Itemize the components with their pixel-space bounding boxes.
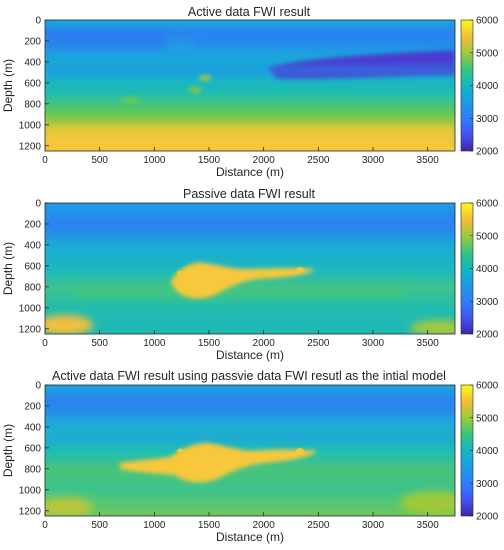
y-tick-label: 1000 <box>19 120 42 131</box>
y-tick-label: 1000 <box>19 485 42 496</box>
x-tick-label: 2500 <box>307 155 330 166</box>
colorbar-tick-label: 5000 <box>476 48 499 59</box>
small-anomaly <box>177 448 183 454</box>
colorbar-tick-label: 6000 <box>476 381 499 392</box>
small-anomaly <box>120 97 140 103</box>
x-tick-label: 3000 <box>362 155 385 166</box>
x-tick-label: 1000 <box>143 338 166 349</box>
small-anomaly <box>296 448 304 454</box>
y-tick-label: 800 <box>24 464 41 475</box>
y-tick-label: 200 <box>24 36 41 47</box>
x-tick-label: 3500 <box>417 338 440 349</box>
velocity-image <box>44 384 456 517</box>
colorbar-tick-label: 5000 <box>476 413 499 424</box>
colorbar-tick-label: 2000 <box>476 147 499 158</box>
upper-blue-band <box>45 397 455 415</box>
x-tick-label: 0 <box>42 520 48 531</box>
panel-passive-fwi: Passive data FWI result 0 500 1000 1500 2000… <box>1 187 499 362</box>
colorbar-tick-label: 2000 <box>476 330 499 341</box>
panel-active-fwi: Active data FWI result 0 500 1000 1500 2000 2… <box>1 5 499 179</box>
high-velocity-base <box>45 126 455 151</box>
panel-combined-fwi: Active data FWI result using passvie dat… <box>1 369 499 544</box>
x-tick-label: 1000 <box>143 155 166 166</box>
x-tick-label: 3000 <box>362 338 385 349</box>
small-anomaly <box>188 87 202 93</box>
y-tick-label: 1200 <box>19 324 42 335</box>
x-axis-label: Distance (m) <box>216 165 284 179</box>
x-tick-label: 2500 <box>307 520 330 531</box>
x-tick-label: 500 <box>91 520 108 531</box>
y-tick-label: 600 <box>24 78 41 89</box>
x-tick-label: 3500 <box>417 155 440 166</box>
y-tick-label: 800 <box>24 99 41 110</box>
x-tick-label: 500 <box>91 155 108 166</box>
x-tick-label: 2500 <box>307 338 330 349</box>
colorbar-tick-label: 3000 <box>476 479 499 490</box>
small-anomaly <box>45 315 93 334</box>
colorbar-tick-label: 6000 <box>476 16 499 27</box>
upper-blue-band <box>45 217 455 237</box>
colorbar-tick-label: 3000 <box>476 114 499 125</box>
x-tick-label: 3500 <box>417 520 440 531</box>
y-tick-label: 1200 <box>19 141 42 152</box>
small-anomaly <box>199 75 211 81</box>
small-anomaly <box>400 491 455 515</box>
y-axis-label: Depth (m) <box>1 424 15 477</box>
y-tick-label: 400 <box>24 240 41 251</box>
y-tick-label: 600 <box>24 443 41 454</box>
y-tick-label: 800 <box>24 282 41 293</box>
colorbar-tick-label: 5000 <box>476 231 499 242</box>
colorbar-tick-label: 6000 <box>476 199 499 210</box>
green-band <box>45 465 455 479</box>
velocity-image <box>44 202 456 335</box>
y-tick-label: 200 <box>24 219 41 230</box>
panel-title: Passive data FWI result <box>183 187 316 201</box>
colorbar-tick-label: 2000 <box>476 512 499 523</box>
y-tick-label: 0 <box>35 199 41 210</box>
small-anomaly <box>45 497 93 516</box>
x-tick-label: 500 <box>91 338 108 349</box>
y-axis-label: Depth (m) <box>1 59 15 112</box>
panel-title: Active data FWI result <box>188 5 311 19</box>
colorbar-tick-label: 3000 <box>476 297 499 308</box>
x-tick-label: 1500 <box>198 338 221 349</box>
colorbar-tick-label: 4000 <box>476 81 499 92</box>
y-tick-label: 0 <box>35 16 41 27</box>
y-tick-label: 400 <box>24 57 41 68</box>
x-tick-label: 1500 <box>198 520 221 531</box>
x-tick-label: 0 <box>42 338 48 349</box>
x-tick-label: 1000 <box>143 520 166 531</box>
x-axis-label: Distance (m) <box>216 530 284 544</box>
x-axis-label: Distance (m) <box>216 348 284 362</box>
left-blue-band <box>45 32 165 50</box>
panel-title: Active data FWI result using passvie dat… <box>52 369 446 383</box>
colorbar-tick-label: 4000 <box>476 264 499 275</box>
y-tick-label: 1200 <box>19 506 42 517</box>
y-tick-label: 400 <box>24 422 41 433</box>
high-velocity-body <box>171 262 315 299</box>
small-anomaly <box>410 320 455 334</box>
small-anomaly <box>296 267 304 273</box>
y-axis-label: Depth (m) <box>1 242 15 295</box>
x-tick-label: 1500 <box>198 155 221 166</box>
mid-blue-layer <box>45 66 455 76</box>
right-blue-band <box>195 34 455 48</box>
x-tick-label: 2000 <box>253 338 276 349</box>
mid-blue-layer <box>45 435 455 443</box>
velocity-image <box>44 19 456 152</box>
y-tick-label: 200 <box>24 401 41 412</box>
x-tick-label: 0 <box>42 155 48 166</box>
green-band <box>75 283 405 299</box>
y-tick-label: 0 <box>35 381 41 392</box>
y-tick-label: 1000 <box>19 303 42 314</box>
high-velocity-body <box>120 443 317 483</box>
small-anomaly <box>177 270 183 276</box>
colorbar-tick-label: 4000 <box>476 446 499 457</box>
x-tick-label: 3000 <box>362 520 385 531</box>
y-tick-label: 600 <box>24 261 41 272</box>
x-tick-label: 2000 <box>253 155 276 166</box>
x-tick-label: 2000 <box>253 520 276 531</box>
